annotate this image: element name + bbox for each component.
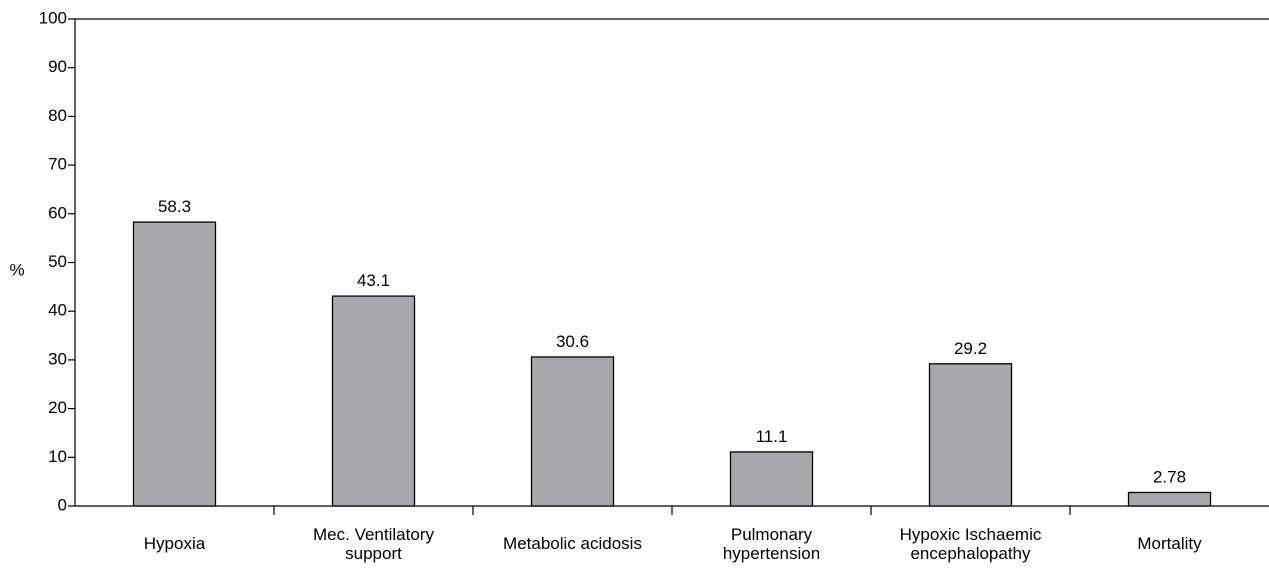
x-tick-label: Metabolic acidosis [503, 534, 642, 553]
x-tick-label-line: support [345, 544, 402, 563]
bar-value-label: 29.2 [954, 339, 987, 358]
bar [132, 221, 217, 507]
y-tick-label: 80 [48, 106, 67, 125]
y-tick-label: 60 [48, 203, 67, 222]
x-tick-label: Hypoxia [144, 534, 206, 553]
bar [530, 356, 615, 507]
bar [1127, 491, 1212, 507]
y-tick-label: 20 [48, 398, 67, 417]
y-tick-label: 50 [48, 252, 67, 271]
x-tick-label: Hypoxic Ischaemic encephalopathy [900, 525, 1042, 563]
x-tick-label-line: Hypoxic Ischaemic [900, 525, 1042, 544]
y-tick-label: 100 [39, 8, 67, 27]
x-tick-label-line: Metabolic acidosis [503, 534, 642, 553]
x-tick-label-line: Mortality [1137, 534, 1202, 553]
y-axis-label: % [9, 260, 24, 279]
x-tick-label-line: encephalopathy [910, 544, 1031, 563]
y-tick-label: 10 [48, 447, 67, 466]
bar [331, 295, 416, 507]
bar-value-label: 11.1 [756, 427, 788, 446]
y-tick-label: 40 [48, 301, 67, 320]
y-tick-label: 70 [48, 155, 67, 174]
y-axis: 0 10 20 30 40 50 60 70 80 90 100 [39, 8, 1269, 514]
x-tick-label-line: Mec. Ventilatory [313, 525, 434, 544]
bar-value-label: 2.78 [1153, 467, 1186, 486]
x-tick-label: Mec. Ventilatory support [313, 525, 434, 563]
value-labels: 58.3 43.1 30.6 11.1 29.2 2.78 [158, 197, 1186, 486]
y-tick-label: 90 [48, 57, 67, 76]
bar-value-label: 58.3 [158, 197, 191, 216]
x-tick-label-line: Pulmonary [731, 525, 813, 544]
y-tick-label: 30 [48, 349, 67, 368]
x-tick-labels: Hypoxia Mec. Ventilatory support Metabolic … [144, 525, 1202, 563]
x-tick-label-line: hypertension [723, 544, 820, 563]
bar [928, 363, 1013, 507]
x-axis [75, 505, 1269, 515]
x-tick-label: Mortality [1137, 534, 1202, 553]
x-tick-label-line: Hypoxia [144, 534, 206, 553]
bar-value-label: 30.6 [556, 332, 589, 351]
bar-value-label: 43.1 [357, 271, 390, 290]
bar [729, 451, 814, 507]
bars [132, 221, 1212, 507]
x-tick-label: Pulmonary hypertension [723, 525, 820, 563]
y-tick-label: 0 [58, 495, 67, 514]
